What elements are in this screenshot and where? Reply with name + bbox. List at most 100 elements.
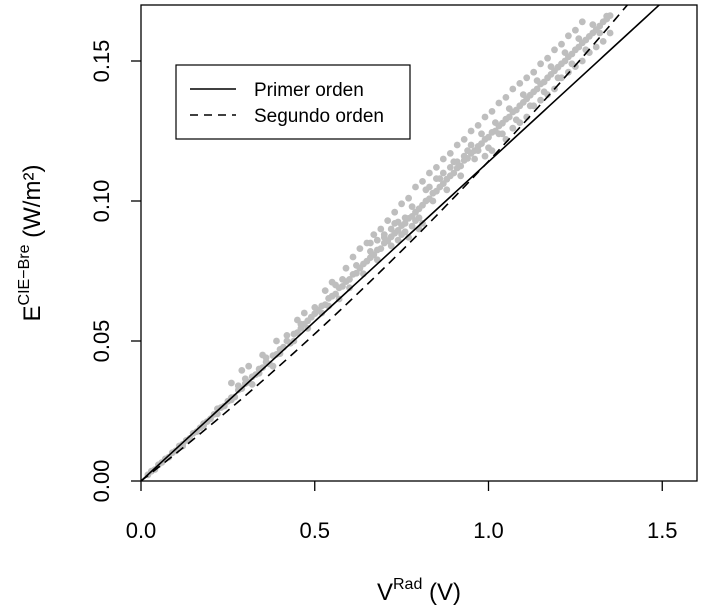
data-point	[245, 362, 253, 370]
x-axis-label-base: V	[377, 579, 393, 606]
data-point	[565, 32, 572, 40]
fit-lines	[141, 5, 661, 481]
data-point	[450, 169, 458, 177]
data-point	[429, 197, 437, 205]
data-point	[509, 124, 517, 132]
data-point	[367, 248, 374, 255]
data-point	[321, 287, 329, 294]
data-point	[453, 158, 461, 166]
legend-entry-primer-orden: Primer orden	[254, 80, 364, 101]
data-point	[367, 239, 374, 247]
data-point	[505, 113, 513, 121]
data-point	[283, 332, 291, 339]
data-point	[373, 236, 381, 244]
data-point	[551, 46, 558, 54]
data-point	[419, 178, 426, 185]
y-axis-label: ECIE−Bre (W/m²)	[16, 165, 46, 322]
data-point	[273, 337, 280, 345]
fit-line-segundo-orden	[141, 5, 629, 481]
data-point	[502, 94, 510, 101]
data-point	[401, 214, 409, 222]
x-tick-label: 1.5	[647, 518, 678, 543]
data-point	[318, 309, 326, 317]
data-point	[474, 122, 482, 129]
data-point	[259, 364, 266, 371]
data-point	[544, 54, 551, 62]
data-point	[311, 304, 319, 311]
y-tick-label: 0.00	[89, 460, 114, 503]
data-point	[238, 367, 246, 374]
data-point	[572, 63, 579, 70]
data-point	[589, 21, 597, 28]
data-point	[370, 231, 378, 239]
data-point	[426, 183, 433, 191]
data-point	[603, 12, 611, 20]
data-point	[533, 85, 541, 93]
data-point	[294, 316, 301, 324]
data-point	[547, 63, 555, 70]
data-point	[505, 105, 513, 112]
plot-frame	[140, 4, 698, 482]
x-tick-label: 0.5	[299, 518, 330, 543]
data-point	[377, 245, 385, 253]
data-point	[519, 91, 527, 98]
data-point	[474, 147, 482, 155]
data-point	[558, 40, 565, 48]
data-point	[401, 220, 409, 227]
data-point	[391, 208, 399, 216]
data-point	[339, 283, 346, 290]
x-axis-label-unit: (V)	[422, 579, 461, 606]
x-axis-label: VRad (V)	[377, 576, 461, 606]
data-point	[426, 169, 433, 177]
data-point	[488, 147, 496, 155]
data-point	[433, 164, 440, 171]
x-axis-label-superscript: Rad	[393, 576, 422, 593]
data-point	[439, 169, 447, 177]
data-point	[544, 91, 551, 98]
data-point	[488, 108, 496, 115]
data-point	[380, 231, 388, 239]
data-point	[248, 381, 256, 388]
data-point	[346, 276, 353, 283]
data-point	[492, 119, 499, 126]
data-point	[408, 222, 416, 230]
legend-entry-segundo-orden: Segundo orden	[254, 106, 384, 127]
y-axis-label-base: E	[19, 305, 46, 321]
data-point	[596, 29, 604, 37]
data-point	[599, 38, 607, 45]
data-point	[241, 375, 249, 383]
data-point	[446, 150, 454, 157]
data-point	[433, 175, 440, 183]
data-point	[509, 85, 517, 93]
data-point	[578, 57, 586, 65]
data-point	[439, 155, 447, 163]
data-point	[398, 200, 405, 208]
data-point	[523, 74, 531, 82]
legend: Primer orden Segundo orden	[175, 64, 411, 140]
x-axis: 0.0 0.5 1.0 1.5	[126, 481, 678, 543]
data-point	[481, 113, 489, 121]
data-point	[530, 102, 538, 110]
data-point	[561, 49, 569, 56]
data-point	[606, 29, 614, 37]
data-point	[228, 379, 235, 387]
data-point	[495, 99, 503, 107]
data-point	[457, 172, 465, 180]
data-point	[460, 136, 468, 143]
data-point	[412, 217, 419, 225]
data-point	[387, 225, 395, 233]
data-point	[398, 231, 405, 239]
data-point	[259, 351, 266, 359]
data-point	[572, 26, 579, 34]
data-point	[495, 130, 503, 138]
data-point	[537, 60, 544, 68]
data-point	[328, 278, 336, 286]
y-axis: 0.00 0.05 0.10 0.15	[89, 40, 141, 503]
data-point	[443, 186, 451, 194]
data-point	[464, 147, 471, 155]
data-point	[228, 396, 235, 404]
y-axis-label-unit: (W/m²)	[19, 165, 46, 245]
data-point	[387, 242, 395, 250]
y-tick-label: 0.05	[89, 320, 114, 363]
data-point	[467, 127, 475, 135]
